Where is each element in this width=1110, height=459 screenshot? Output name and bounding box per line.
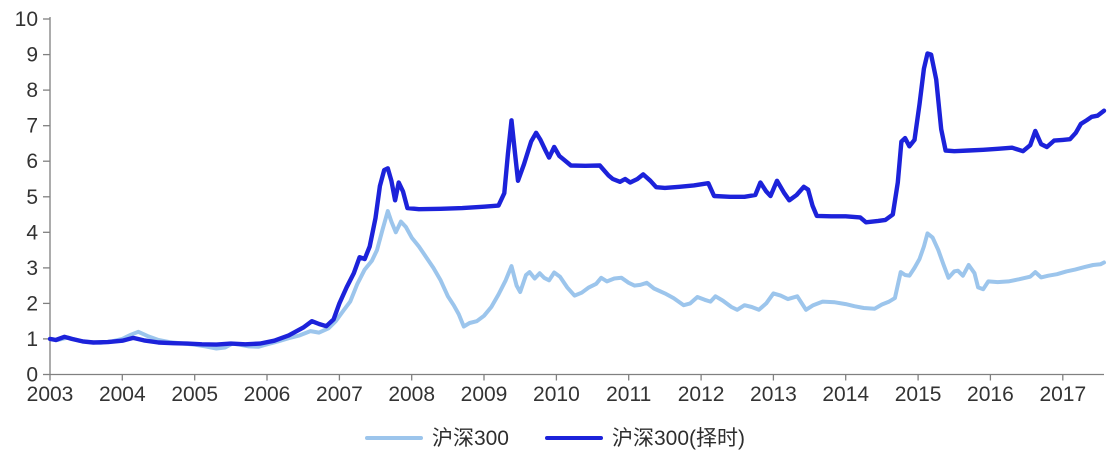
x-tick-label: 2015: [895, 383, 942, 406]
x-tick-label: 2016: [967, 383, 1014, 406]
series-line-0: [48, 209, 1106, 351]
x-tick-label: 2017: [1039, 383, 1086, 406]
y-tick-label: 9: [26, 44, 38, 67]
y-tick-label: 10: [15, 8, 38, 31]
legend-line-sample-csi300: [364, 436, 423, 440]
y-tick-label: 6: [26, 150, 38, 173]
legend-line-sample-csi300-timing: [545, 436, 603, 440]
y-tick-label: 3: [26, 257, 38, 280]
x-tick-label: 2012: [678, 383, 725, 406]
chart-svg: 0 1 2 3 4 5 6 7 8 9 10 2003 2004 2005 2006 2007 2008 2009…: [15, 8, 1107, 406]
x-tick-label: 2014: [822, 383, 869, 406]
y-tick-label: 5: [26, 186, 38, 209]
x-axis: 2003 2004 2005 2006 2007 2008 2009 2010 2011 2012…: [27, 373, 1104, 406]
y-tick-label: 4: [26, 221, 38, 244]
series-lines: [47, 51, 1107, 351]
legend-label-csi300-timing: 沪深300(择时): [612, 426, 746, 450]
x-tick-label: 2013: [750, 383, 797, 406]
x-tick-label: 2009: [461, 383, 508, 406]
x-tick-label: 2011: [606, 383, 651, 406]
legend-label-csi300: 沪深300: [431, 426, 509, 450]
y-tick-label: 2: [26, 292, 38, 315]
x-tick-label: 2005: [171, 383, 218, 406]
x-tick-label: 2006: [244, 383, 291, 406]
legend-item-csi300-timing: 沪深300(择时): [545, 428, 745, 449]
plot-area: 0 1 2 3 4 5 6 7 8 9 10 2003 2004 2005 2006 2007 2008 2009…: [15, 8, 1107, 406]
y-tick-label: 8: [26, 79, 38, 102]
chart-legend: 沪深300 沪深300(择时): [0, 418, 1110, 458]
x-tick-label: 2010: [533, 383, 580, 406]
x-tick-label: 2007: [316, 383, 363, 406]
legend-item-csi300: 沪深300: [364, 426, 509, 450]
series-line-1: [47, 51, 1107, 347]
y-tick-label: 7: [26, 115, 38, 138]
x-tick-label: 2008: [388, 383, 435, 406]
x-tick-label: 2003: [27, 383, 74, 406]
y-tick-label: 0: [26, 364, 38, 387]
x-tick-label: 2004: [99, 383, 146, 406]
y-axis: 0 1 2 3 4 5 6 7 8 9 10: [15, 8, 51, 387]
y-tick-label: 1: [26, 328, 38, 351]
